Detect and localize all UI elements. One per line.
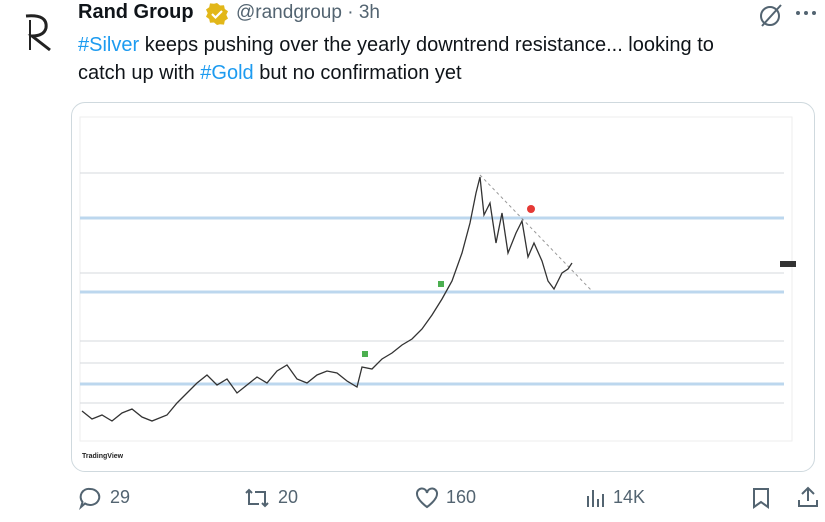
text-segment: catch up with (78, 62, 201, 84)
hashtag[interactable]: #Gold (200, 62, 254, 84)
like-count: 160 (446, 487, 477, 507)
levels (80, 172, 784, 404)
chart-graphic: TradingView (79, 116, 796, 460)
text-segment: but no confirmation yet (253, 62, 462, 84)
separator: · (341, 2, 359, 23)
grok-icon[interactable] (758, 2, 784, 28)
author-name[interactable]: Rand Group (78, 1, 194, 23)
downtrend-line (479, 174, 593, 292)
chart-image[interactable]: TradingView (71, 102, 815, 472)
signal-sell (527, 205, 535, 213)
avatar[interactable] (8, 4, 64, 60)
signal-buy (362, 351, 368, 357)
handle[interactable]: @randgroup (236, 2, 342, 23)
reply-icon[interactable] (78, 486, 102, 510)
author-meta: @randgroup · 3h (236, 2, 380, 24)
bookmark-icon[interactable] (750, 486, 772, 510)
views-icon[interactable] (584, 486, 608, 510)
price-line (81, 176, 573, 422)
text-segment: keeps pushing over the yearly downtrend … (139, 34, 714, 56)
repost-count: 20 (278, 487, 299, 507)
price-marker (780, 261, 796, 267)
reply-count: 29 (110, 487, 131, 507)
support-zones (80, 216, 784, 386)
plot-frame (79, 116, 793, 442)
share-icon[interactable] (796, 485, 820, 509)
more-menu[interactable] (794, 8, 818, 18)
repost-icon[interactable] (244, 486, 270, 510)
like-icon[interactable] (414, 486, 440, 510)
hashtag[interactable]: #Silver (78, 34, 140, 56)
watermark: TradingView (82, 453, 124, 460)
timestamp[interactable]: 3h (358, 2, 380, 23)
view-count: 14K (613, 487, 646, 507)
verified-badge (206, 3, 228, 25)
signal-buy (438, 281, 444, 287)
post-text: #Silver keeps pushing over the yearly do… (78, 31, 818, 87)
